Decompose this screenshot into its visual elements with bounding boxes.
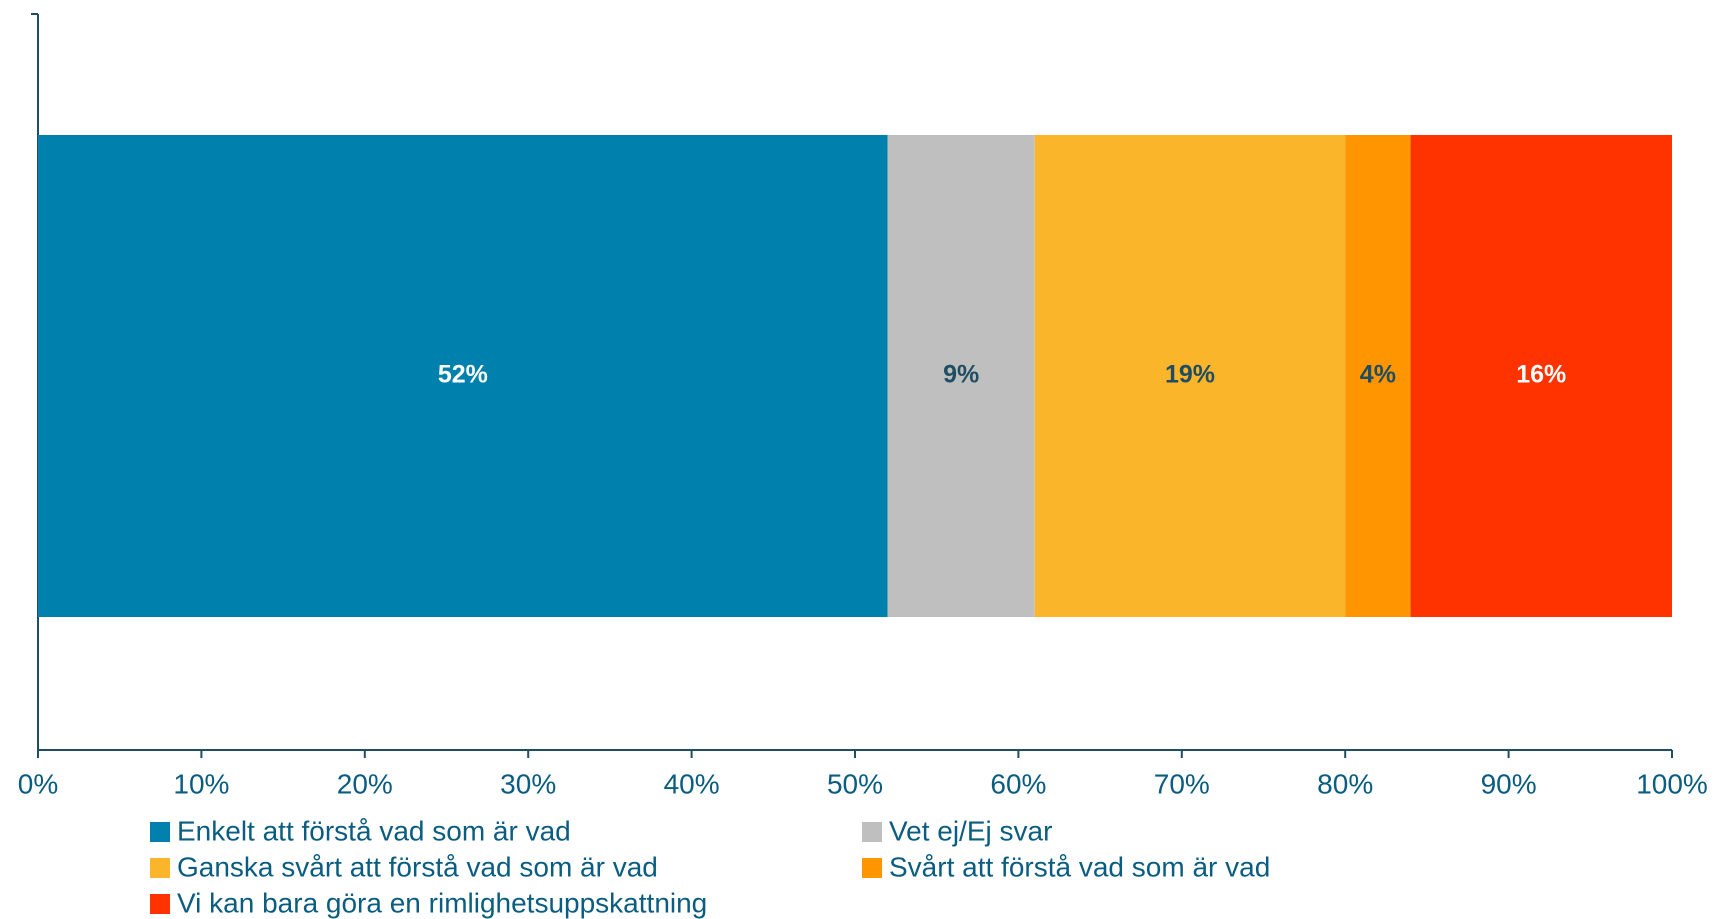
x-tick-label: 70% [1154,768,1210,799]
legend-swatch [150,822,170,842]
legend-label: Vet ej/Ej svar [889,815,1052,846]
legend-label: Svårt att förstå vad som är vad [889,851,1270,882]
data-label: 52% [438,361,488,389]
legend-label: Vi kan bara göra en rimlighetsuppskattni… [177,887,707,918]
bar-segment [1410,135,1672,617]
legend-swatch [150,894,170,914]
legend-swatch [150,858,170,878]
x-tick-label: 60% [990,768,1046,799]
bar-segment [38,135,888,617]
data-label: 9% [943,361,979,389]
x-tick-label: 80% [1317,768,1373,799]
x-tick-label: 10% [173,768,229,799]
x-tick-label: 30% [500,768,556,799]
x-tick-label: 20% [337,768,393,799]
x-tick-label: 50% [827,768,883,799]
legend-label: Ganska svårt att förstå vad som är vad [177,851,658,882]
bar-segment [1034,135,1346,617]
x-tick-label: 100% [1636,768,1708,799]
bar-segment [1345,135,1411,617]
data-label: 16% [1516,361,1566,389]
x-tick-label: 40% [664,768,720,799]
legend-swatch [862,822,882,842]
data-label: 19% [1165,361,1215,389]
data-label: 4% [1360,361,1396,389]
x-tick-label: 0% [18,768,58,799]
legend-label: Enkelt att förstå vad som är vad [177,815,571,846]
x-tick-label: 90% [1481,768,1537,799]
legend-swatch [862,858,882,878]
bar-segment [887,135,1035,617]
